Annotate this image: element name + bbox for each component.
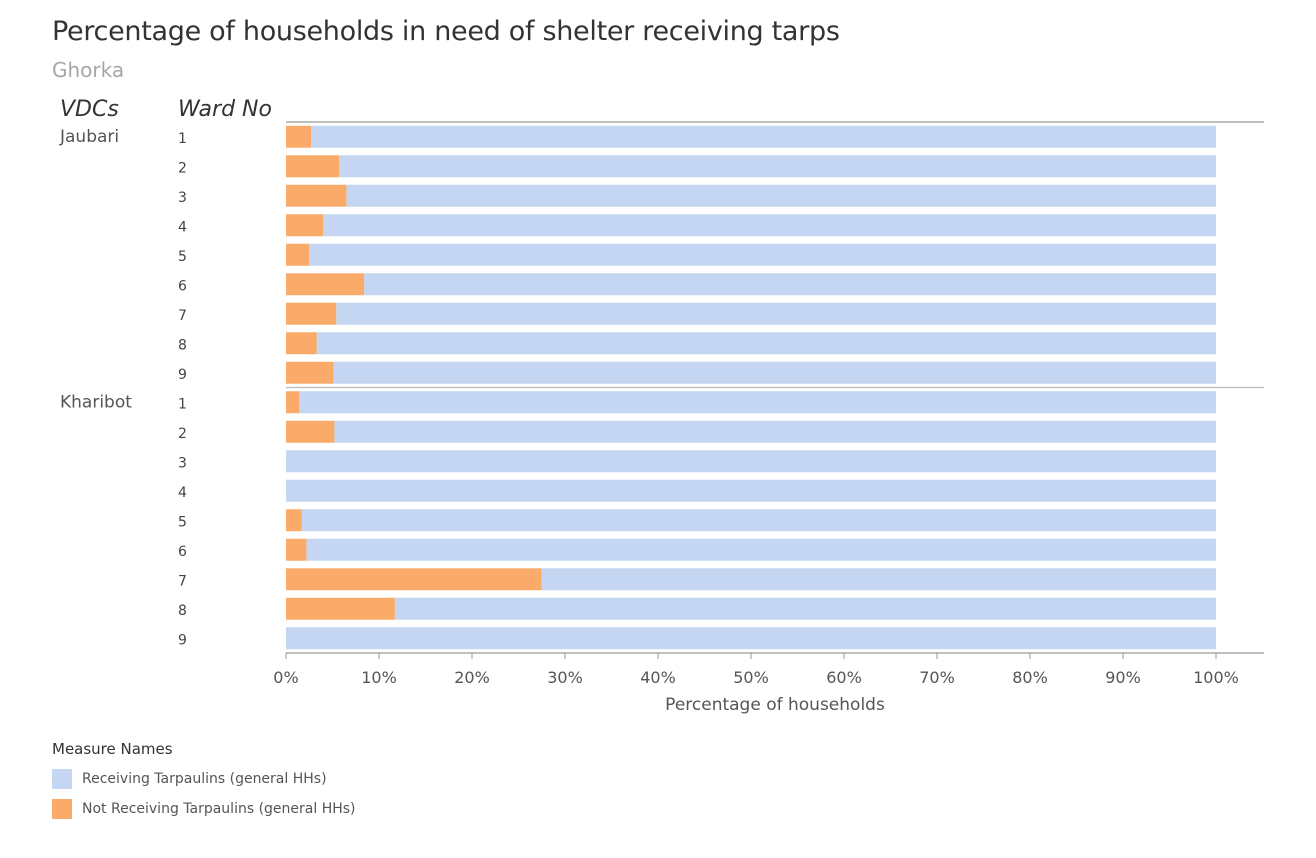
ward-label: 5 — [178, 249, 187, 265]
bar-not-receiving — [286, 273, 365, 296]
bar-not-receiving — [286, 391, 300, 414]
ward-label: 6 — [178, 544, 187, 560]
bar-receiving — [316, 332, 1216, 355]
ward-label: 8 — [178, 603, 187, 619]
x-tick-label: 50% — [733, 668, 769, 687]
bar-receiving — [286, 627, 1216, 650]
bar-not-receiving — [286, 538, 307, 561]
legend-label-not-receiving: Not Receiving Tarpaulins (general HHs) — [82, 801, 356, 817]
bar-receiving — [301, 509, 1216, 532]
bar-not-receiving — [286, 420, 335, 443]
bar-receiving — [339, 155, 1216, 178]
stacked-bar-chart: VDCs Ward No Jaubari 1 2 3 4 5 6 7 8 9 Kharibot 1 2 3… — [59, 97, 1264, 715]
bar-not-receiving — [286, 332, 317, 355]
bar-not-receiving — [286, 509, 302, 532]
legend-title: Measure Names — [52, 740, 173, 758]
bar-receiving — [364, 273, 1216, 296]
ward-label: 9 — [178, 367, 187, 383]
ward-label: 7 — [178, 308, 187, 324]
bar-receiving — [323, 214, 1216, 237]
bar-not-receiving — [286, 361, 334, 384]
bar-receiving — [346, 184, 1216, 207]
bar-not-receiving — [286, 597, 395, 620]
bar-receiving — [334, 420, 1216, 443]
legend-item-receiving[interactable]: Receiving Tarpaulins (general HHs) — [52, 764, 356, 794]
x-tick-label: 60% — [826, 668, 862, 687]
bar-receiving — [306, 538, 1217, 561]
legend: Measure Names Receiving Tarpaulins (gene… — [52, 740, 356, 824]
bar-receiving — [541, 568, 1216, 591]
x-tick-label: 100% — [1193, 668, 1239, 687]
legend-swatch-receiving — [52, 769, 72, 789]
bar-receiving — [333, 361, 1216, 384]
bar-not-receiving — [286, 155, 340, 178]
ward-label: 4 — [178, 485, 187, 501]
x-tick-label: 10% — [361, 668, 397, 687]
chart-title: Percentage of households in need of shel… — [52, 16, 840, 47]
ward-label: 5 — [178, 514, 187, 530]
bar-not-receiving — [286, 125, 312, 148]
bar-not-receiving — [286, 243, 310, 266]
ward-label: 2 — [178, 426, 187, 442]
vdc-label: Kharibot — [60, 393, 132, 413]
bar-receiving — [309, 243, 1216, 266]
x-axis-label: Percentage of households — [665, 695, 885, 715]
bar-receiving — [394, 597, 1216, 620]
ward-label: 1 — [178, 396, 187, 412]
chart-subtitle: Ghorka — [52, 58, 125, 82]
ward-label: 7 — [178, 573, 187, 589]
ward-label: 8 — [178, 337, 187, 353]
bar-receiving — [286, 450, 1216, 473]
ward-label: 3 — [178, 190, 187, 206]
x-tick-label: 90% — [1105, 668, 1141, 687]
x-tick-label: 40% — [640, 668, 676, 687]
bar-receiving — [299, 391, 1216, 414]
x-tick-label: 80% — [1012, 668, 1048, 687]
x-tick-label: 30% — [547, 668, 583, 687]
bar-not-receiving — [286, 302, 337, 325]
legend-swatch-not-receiving — [52, 799, 72, 819]
bar-receiving — [311, 125, 1216, 148]
vdcs-column-header: VDCs — [60, 97, 119, 122]
bar-not-receiving — [286, 184, 347, 207]
ward-label: 1 — [178, 131, 187, 147]
ward-label: 6 — [178, 278, 187, 294]
ward-no-column-header: Ward No — [178, 97, 272, 122]
x-tick-label: 20% — [454, 668, 490, 687]
ward-label: 2 — [178, 160, 187, 176]
ward-label: 3 — [178, 455, 187, 471]
bar-not-receiving — [286, 568, 542, 591]
bar-not-receiving — [286, 214, 324, 237]
ward-label: 4 — [178, 219, 187, 235]
vdc-label: Jaubari — [59, 127, 119, 147]
bar-receiving — [286, 479, 1216, 502]
x-tick-label: 0% — [273, 668, 298, 687]
ward-label: 9 — [178, 632, 187, 648]
legend-label-receiving: Receiving Tarpaulins (general HHs) — [82, 771, 327, 787]
bar-receiving — [336, 302, 1217, 325]
x-tick-label: 70% — [919, 668, 955, 687]
legend-item-not-receiving[interactable]: Not Receiving Tarpaulins (general HHs) — [52, 794, 356, 824]
